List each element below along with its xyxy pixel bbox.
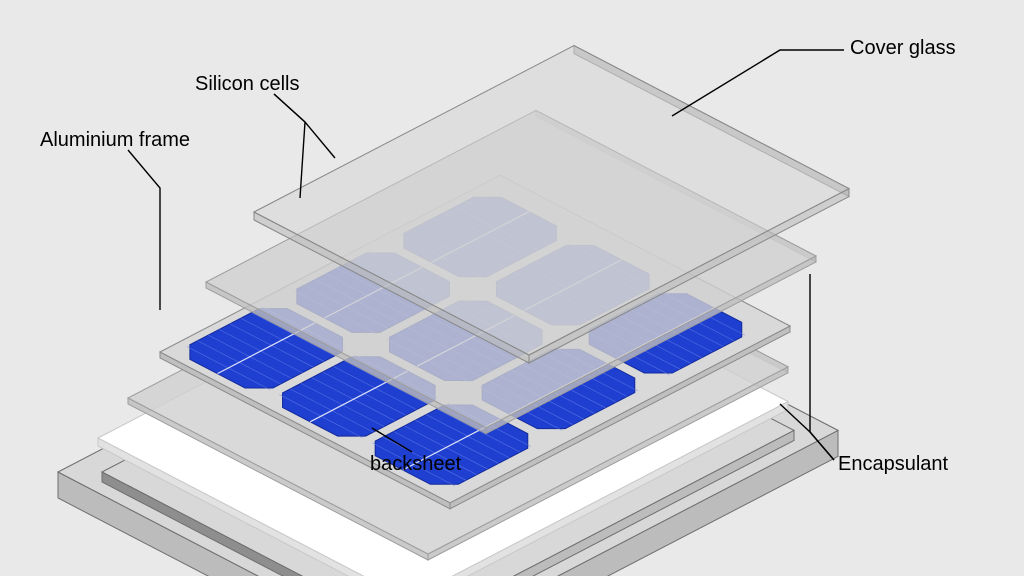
aluminium-frame-label: Aluminium frame bbox=[40, 129, 190, 151]
encapsulant-label: Encapsulant bbox=[838, 453, 949, 475]
cover-glass-label: Cover glass bbox=[850, 37, 956, 59]
backsheet-label: backsheet bbox=[370, 453, 462, 475]
silicon-cells-label: Silicon cells bbox=[195, 73, 299, 95]
